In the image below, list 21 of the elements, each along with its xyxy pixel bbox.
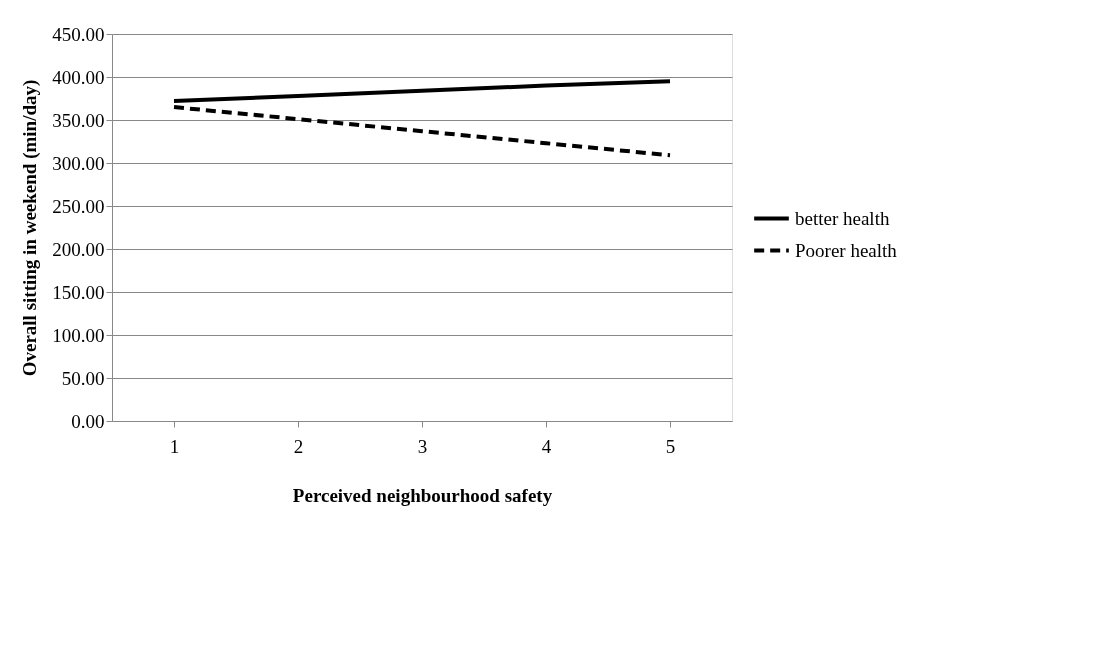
y-tick-label: 100.00	[52, 324, 105, 346]
y-tick-label: 300.00	[52, 152, 105, 174]
line-series	[172, 105, 672, 158]
x-tick-label: 4	[541, 435, 552, 457]
y-tick-label: 350.00	[52, 109, 105, 131]
y-tick-label: 250.00	[52, 195, 105, 217]
x-tick-label: 2	[293, 435, 304, 457]
x-tick-label: 3	[417, 435, 428, 457]
y-tick-label: 0.00	[71, 410, 105, 432]
x-tick-label: 5	[665, 435, 676, 457]
line-series	[172, 79, 672, 104]
x-axis-title: Perceived neighbourhood safety	[292, 484, 553, 506]
y-axis-title: Overall sitting in weekend (min/day)	[19, 79, 42, 377]
y-tick-label: 450.00	[52, 23, 105, 45]
y-tick-label: 200.00	[52, 238, 105, 260]
x-tick-label: 1	[169, 435, 180, 457]
legend-label: Poorer health	[795, 239, 898, 261]
legend-label: better health	[795, 207, 890, 229]
y-tick-label: 50.00	[61, 367, 105, 389]
y-tick-label: 150.00	[52, 281, 105, 303]
y-tick-label: 400.00	[52, 66, 105, 88]
